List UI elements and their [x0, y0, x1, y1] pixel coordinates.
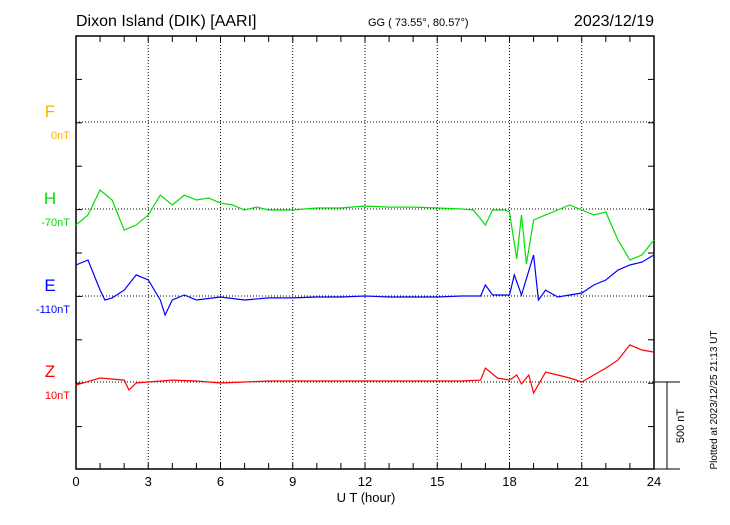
series-name-Z: Z	[45, 362, 55, 381]
x-tick-label: 15	[430, 474, 444, 489]
scale-bar-label: 500 nT	[675, 409, 687, 444]
trace-Z	[75, 344, 655, 395]
x-tick-label: 24	[647, 474, 661, 489]
station-title: Dixon Island (DIK) [AARI]	[76, 13, 257, 30]
series-baseline-Z: 10nT	[45, 390, 70, 402]
trace-E	[75, 254, 655, 317]
series-baseline-F: 0nT	[51, 130, 70, 142]
series-baseline-H: -70nT	[41, 217, 70, 229]
plotted-timestamp: Plotted at 2023/12/25 21:13 UT	[709, 331, 720, 470]
x-tick-label: 6	[217, 474, 224, 489]
series-name-F: F	[45, 102, 55, 121]
x-tick-label: 0	[72, 474, 79, 489]
series-name-H: H	[44, 189, 56, 208]
x-tick-label: 9	[289, 474, 296, 489]
x-tick-label: 18	[502, 474, 516, 489]
x-axis-label: U T (hour)	[337, 490, 396, 505]
x-tick-label: 3	[145, 474, 152, 489]
date: 2023/12/19	[574, 13, 654, 30]
x-tick-label: 21	[575, 474, 589, 489]
coordinates: GG ( 73.55°, 80.57°)	[368, 17, 469, 29]
series-baseline-E: -110nT	[36, 304, 70, 316]
series-name-E: E	[44, 276, 55, 295]
x-tick-label: 12	[358, 474, 372, 489]
trace-H	[75, 189, 655, 265]
